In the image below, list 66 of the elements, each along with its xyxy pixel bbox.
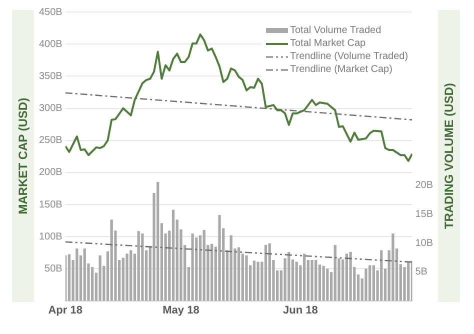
bar <box>237 247 240 301</box>
bar <box>91 266 94 301</box>
y-tick-label: 50B <box>44 263 63 274</box>
axis-title-panel: MARKET CAP (USD) <box>12 10 34 302</box>
bar <box>191 233 194 301</box>
y-tick-label: 150B <box>38 199 63 210</box>
bar <box>202 230 206 301</box>
legend-label: Total Volume Traded <box>290 25 382 36</box>
bar <box>110 220 113 301</box>
y-tick-label: 350B <box>38 70 63 82</box>
legend-label: Total Market Cap <box>290 38 366 49</box>
y-tick-label: 400B <box>38 38 63 50</box>
bar <box>141 233 144 301</box>
bar <box>130 250 132 301</box>
bar <box>68 254 71 301</box>
bar <box>230 235 232 301</box>
bar <box>364 268 368 301</box>
y-tick-label: 200B <box>38 167 63 178</box>
legend-label: Trendline (Market Cap) <box>290 64 392 75</box>
legend-label: Trendline (Volume Traded) <box>290 51 408 62</box>
y2-tick-label: 15B <box>415 208 434 220</box>
bar <box>380 250 383 301</box>
bar <box>349 252 352 301</box>
x-tick-label: May 18 <box>162 304 200 316</box>
bar <box>252 260 256 301</box>
y2-tick-label: 20B <box>415 180 434 192</box>
bar <box>368 265 372 301</box>
bar <box>156 182 160 301</box>
bar <box>210 244 214 301</box>
bar <box>326 268 329 301</box>
bar <box>322 266 325 301</box>
bar <box>218 214 221 301</box>
bar <box>392 233 394 301</box>
y-tick-label: 100B <box>38 231 63 242</box>
y-tick-label: 300B <box>38 103 63 114</box>
y2-axis-title: TRADING VOLUME (USD) <box>442 83 456 229</box>
y-tick-label: 450B <box>38 6 63 18</box>
bar <box>403 266 406 301</box>
y2-tick-label: 5B <box>415 266 428 278</box>
y-tick-label: 250B <box>38 135 63 146</box>
bar <box>345 254 348 301</box>
y-axis-title: MARKET CAP (USD) <box>16 98 30 214</box>
bar <box>268 243 271 301</box>
bar <box>407 262 410 301</box>
bar <box>334 245 336 301</box>
bar <box>122 258 124 301</box>
bar <box>302 254 306 301</box>
bar <box>288 252 290 301</box>
bar <box>172 210 175 301</box>
x-tick-label: Jun 18 <box>283 304 318 316</box>
bar <box>83 248 86 301</box>
x-tick-label: Apr 18 <box>48 304 82 316</box>
bar <box>314 260 318 301</box>
bar <box>256 262 260 301</box>
bar <box>98 255 102 301</box>
bar <box>295 262 298 301</box>
bar <box>137 231 140 301</box>
y2-tick-label: 10B <box>415 238 434 249</box>
bar <box>245 255 248 301</box>
bar <box>76 248 78 301</box>
bar <box>372 265 375 301</box>
bar <box>310 260 314 301</box>
bar <box>264 245 268 301</box>
axis-title-panel: TRADING VOLUME (USD) <box>438 10 460 302</box>
bar <box>126 254 128 301</box>
bar <box>195 238 198 301</box>
